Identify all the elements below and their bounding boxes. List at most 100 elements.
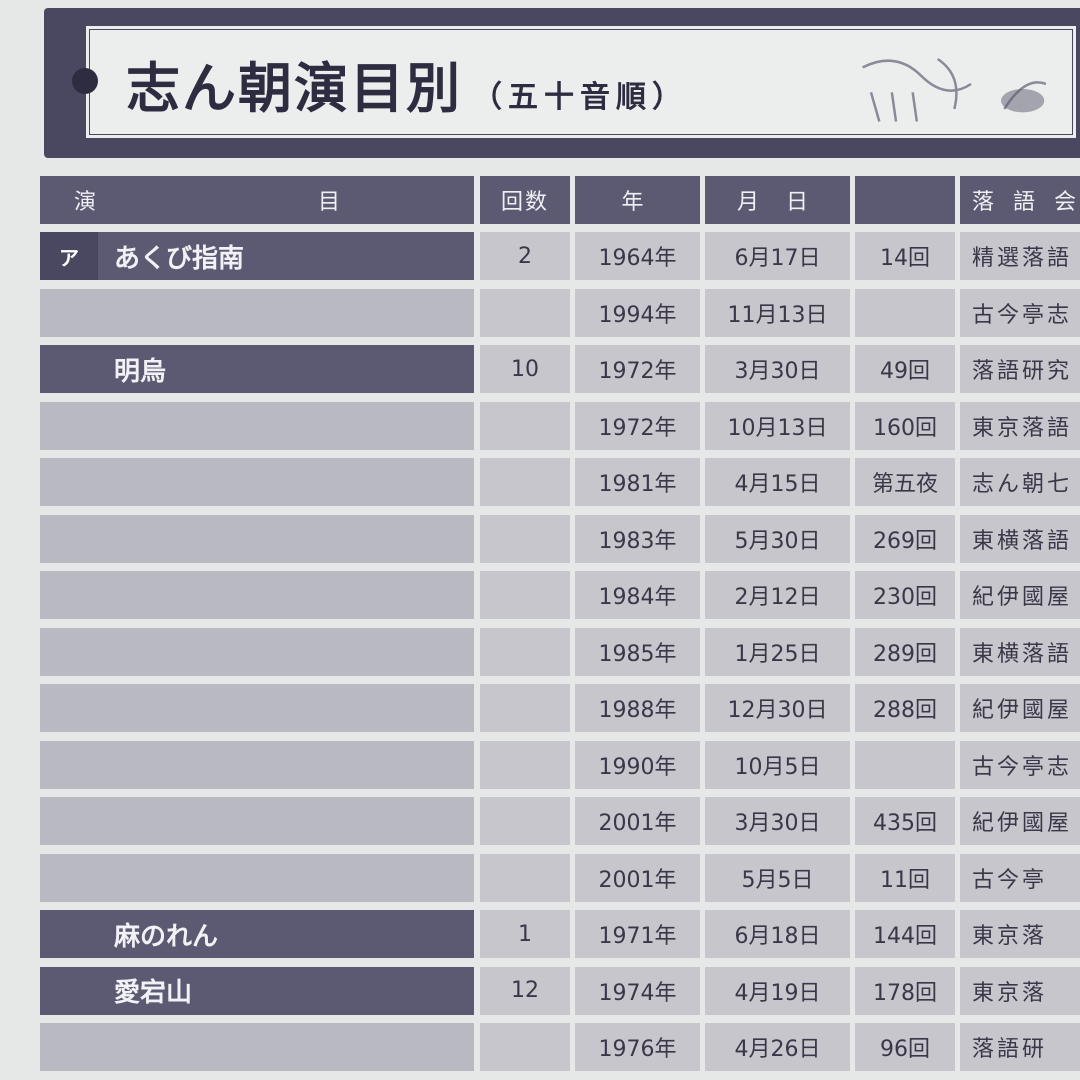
cell-year: 1972年	[575, 401, 700, 450]
cell-venue: 志ん朝七	[960, 458, 1080, 506]
cell-date-text: 10月13日	[727, 415, 828, 441]
cell-date: 3月30日	[705, 345, 850, 393]
cell-title	[40, 401, 474, 450]
cell-year: 1990年	[575, 740, 700, 789]
cell-venue: 紀伊國屋	[960, 684, 1080, 732]
header-count: 回数	[480, 176, 570, 224]
cell-number	[855, 288, 955, 337]
cell-date-text: 6月17日	[734, 246, 821, 271]
cell-venue-text: 紀伊國屋	[972, 698, 1073, 723]
header-venue: 落 語 会	[960, 176, 1080, 224]
cell-venue-text: 東京落語	[972, 415, 1073, 441]
cell-year-text: 1985年	[598, 641, 677, 667]
cell-title	[40, 797, 474, 845]
header-year: 年	[575, 176, 700, 224]
cell-venue: 落語研	[960, 1023, 1080, 1071]
cell-date: 4月15日	[705, 458, 850, 506]
cell-year-text: 2001年	[598, 811, 677, 836]
cell-title	[40, 458, 474, 506]
table-row: 1981年 4月15日 第五夜 志ん朝七	[40, 458, 1080, 506]
cell-date: 6月18日	[705, 910, 850, 958]
cell-year: 1974年	[575, 966, 700, 1015]
cell-title	[40, 627, 474, 676]
cell-number-text: 435回	[873, 811, 937, 836]
cell-title	[40, 740, 474, 789]
cell-venue-text: 古今亭志	[972, 754, 1073, 780]
cell-title: 愛宕山	[40, 966, 474, 1015]
cell-number-text: 96回	[880, 1037, 930, 1062]
cell-venue-text: 古今亭	[972, 867, 1048, 893]
cell-number-text: 11回	[880, 867, 930, 893]
cell-venue-text: 志ん朝七	[972, 472, 1073, 497]
cell-count	[480, 627, 570, 676]
cell-title	[40, 1023, 474, 1071]
cell-title: 麻のれん	[40, 910, 474, 958]
cell-date-text: 4月26日	[734, 1037, 821, 1062]
cell-venue: 東横落語	[960, 514, 1080, 563]
table-header: 演 目 回数 年 月 日 落 語 会	[40, 176, 1080, 224]
table-row: 麻のれん 1 1971年 6月18日 144回 東京落	[40, 910, 1080, 958]
cell-count	[480, 684, 570, 732]
cell-number: 49回	[855, 345, 955, 393]
cell-number-text: 288回	[873, 698, 937, 723]
cell-count-text: 1	[518, 921, 532, 947]
cell-count: 12	[480, 966, 570, 1015]
cell-date: 10月13日	[705, 401, 850, 450]
cell-year-text: 1988年	[598, 698, 677, 723]
cell-venue: 東京落	[960, 910, 1080, 958]
section-kana-label: ア	[40, 232, 98, 280]
title-main: 志ん朝演目別	[126, 56, 462, 120]
cell-venue-text: 精選落語	[972, 246, 1073, 271]
cell-year-text: 1964年	[598, 246, 677, 271]
cell-venue: 精選落語	[960, 232, 1080, 280]
cell-number-text: 230回	[873, 585, 937, 610]
cell-date: 2月12日	[705, 571, 850, 619]
cell-count-text: 2	[518, 243, 532, 269]
cell-date-text: 2月12日	[734, 585, 821, 610]
cell-title-text: 麻のれん	[114, 921, 219, 952]
cell-venue-text: 東京落	[972, 924, 1048, 949]
cell-count-text: 12	[511, 978, 539, 1003]
table-row: 2001年 3月30日 435回 紀伊國屋	[40, 797, 1080, 845]
cell-number: 96回	[855, 1023, 955, 1071]
cell-count: 1	[480, 910, 570, 958]
cell-year: 1994年	[575, 288, 700, 337]
cell-number-text: 289回	[873, 641, 937, 667]
cell-count	[480, 288, 570, 337]
header-number	[855, 176, 955, 224]
cell-date: 12月30日	[705, 684, 850, 732]
table-row: 1990年 10月5日 古今亭志	[40, 740, 1080, 789]
header-title: 演 目	[40, 176, 474, 224]
cell-count	[480, 571, 570, 619]
cell-date: 11月13日	[705, 288, 850, 337]
cell-date-text: 3月30日	[734, 811, 821, 836]
table-row: 1988年 12月30日 288回 紀伊國屋	[40, 684, 1080, 732]
cell-number: 11回	[855, 853, 955, 902]
cell-date-text: 10月5日	[734, 754, 821, 780]
cell-venue-text: 落語研	[972, 1037, 1048, 1062]
cell-year-text: 1974年	[598, 980, 677, 1006]
cell-venue: 落語研究	[960, 345, 1080, 393]
cell-venue-text: 古今亭志	[972, 302, 1073, 328]
table-row: 1972年 10月13日 160回 東京落語	[40, 401, 1080, 450]
cell-date: 4月19日	[705, 966, 850, 1015]
cell-title	[40, 514, 474, 563]
table-row: 愛宕山 12 1974年 4月19日 178回 東京落	[40, 966, 1080, 1015]
cell-number-text: 第五夜	[871, 472, 938, 497]
cell-count: 2	[480, 232, 570, 280]
cell-number-text: 269回	[873, 528, 937, 554]
page-title: 志ん朝演目別 （五十音順）	[126, 44, 688, 123]
cell-venue: 東横落語	[960, 627, 1080, 676]
cell-number: 178回	[855, 966, 955, 1015]
cell-title-text: あくび指南	[114, 243, 245, 274]
cell-date-text: 4月19日	[734, 980, 821, 1006]
cell-count	[480, 853, 570, 902]
cell-venue: 古今亭志	[960, 740, 1080, 789]
table-row: 1985年 1月25日 289回 東横落語	[40, 627, 1080, 676]
bullet-icon	[72, 68, 98, 94]
cell-venue-text: 東横落語	[972, 528, 1073, 554]
cell-title	[40, 288, 474, 337]
cell-year: 1985年	[575, 627, 700, 676]
cell-year: 1976年	[575, 1023, 700, 1071]
cell-date: 4月26日	[705, 1023, 850, 1071]
